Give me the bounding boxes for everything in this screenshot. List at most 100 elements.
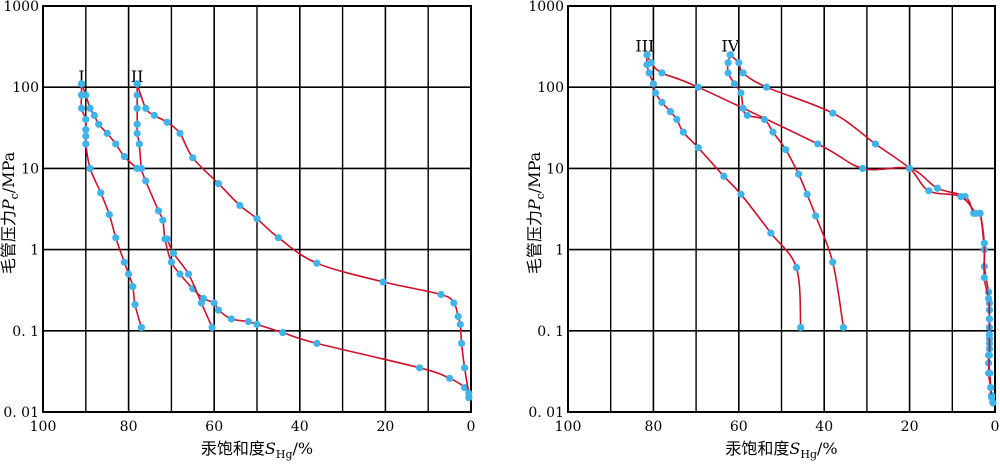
data-point — [150, 111, 158, 119]
data-point — [735, 59, 743, 67]
data-point — [743, 111, 751, 119]
data-point — [77, 104, 86, 112]
data-point — [446, 374, 454, 382]
data-point — [460, 383, 469, 392]
data-point — [416, 364, 424, 372]
data-point — [871, 140, 880, 148]
y-tick-label: 0. 1 — [537, 324, 564, 340]
data-point — [137, 323, 146, 332]
data-point — [829, 258, 837, 266]
series-II: II — [131, 67, 473, 402]
data-point — [658, 98, 666, 106]
data-point — [244, 317, 253, 326]
curve-label: III — [635, 36, 654, 55]
data-point — [643, 51, 651, 59]
data-point — [120, 152, 128, 161]
data-point — [253, 215, 261, 223]
data-point — [724, 69, 732, 77]
data-point — [163, 235, 171, 243]
data-point — [112, 234, 120, 242]
x-tick-label: 100 — [555, 419, 582, 435]
y-tick-label: 1 — [30, 243, 39, 259]
data-point — [724, 59, 732, 67]
data-point — [647, 59, 655, 67]
data-point — [97, 189, 105, 197]
data-point — [465, 389, 473, 397]
series-IV: IV — [721, 36, 848, 332]
series-line — [646, 54, 802, 328]
data-point — [86, 164, 94, 172]
series-line — [136, 83, 470, 399]
data-point — [274, 234, 282, 242]
data-point — [189, 154, 197, 162]
data-point — [737, 89, 745, 97]
x-tick-label: 40 — [291, 419, 309, 435]
curve-label: II — [131, 67, 144, 86]
data-point — [794, 170, 803, 178]
x-tick-label: 0 — [991, 419, 1000, 435]
series-line — [729, 54, 994, 403]
data-point — [86, 104, 94, 112]
data-point — [984, 294, 993, 303]
data-point — [456, 320, 464, 328]
series-line — [80, 83, 143, 328]
data-point — [279, 329, 287, 337]
x-tick-label: 60 — [205, 419, 223, 435]
data-point — [133, 120, 141, 128]
x-tick-label: 20 — [901, 419, 919, 435]
y-tick-label: 0. 1 — [12, 324, 39, 340]
data-point — [673, 115, 681, 124]
data-point — [176, 129, 184, 137]
y-tick-label: 100 — [537, 80, 564, 96]
data-point — [95, 120, 103, 128]
data-point — [985, 330, 994, 339]
series-III: III — [635, 36, 805, 332]
data-point — [980, 239, 988, 247]
series-I-withdrawal — [77, 80, 141, 172]
data-point — [792, 264, 801, 272]
data-point — [720, 172, 728, 180]
data-point — [313, 259, 321, 267]
data-point — [739, 69, 747, 77]
data-point — [645, 69, 653, 77]
data-point — [135, 140, 143, 148]
data-point — [985, 315, 994, 323]
data-point — [989, 399, 997, 407]
data-point — [760, 115, 769, 124]
y-tick-label: 100 — [12, 80, 39, 96]
data-point — [131, 301, 139, 309]
y-tick-label: 10 — [546, 161, 564, 177]
data-point — [142, 104, 150, 112]
series-IV-withdrawal — [726, 51, 997, 407]
data-point — [957, 192, 965, 201]
data-point — [739, 104, 747, 112]
data-point — [184, 270, 193, 278]
data-point — [460, 364, 469, 372]
data-point — [105, 210, 113, 219]
chart-panel-2: 100 80 60 40 20 0 0. 01 0. 1 1 10 100 1000 汞饱和度SHg/%… — [525, 0, 999, 461]
x-tick-label: 80 — [120, 419, 138, 435]
y-tick-label: 1 — [555, 243, 564, 259]
x-axis-label: 汞饱和度SHg/% — [201, 439, 313, 461]
x-tick-label: 60 — [730, 419, 748, 435]
series-II-reverse — [163, 235, 216, 332]
data-point — [814, 140, 822, 148]
data-point — [829, 109, 837, 117]
data-point — [236, 201, 244, 210]
data-point — [129, 283, 137, 291]
data-point — [737, 190, 745, 198]
series-line — [726, 54, 845, 328]
data-point — [214, 306, 223, 314]
data-point — [137, 164, 146, 172]
series-II-withdrawal — [133, 80, 473, 397]
data-point — [253, 320, 261, 328]
y-tick-label: 1000 — [3, 0, 39, 15]
data-point — [379, 278, 387, 286]
data-point — [985, 351, 994, 359]
data-point — [649, 80, 658, 88]
data-point — [803, 190, 811, 198]
data-point — [980, 274, 988, 282]
data-point — [77, 80, 86, 88]
data-point — [679, 128, 687, 136]
